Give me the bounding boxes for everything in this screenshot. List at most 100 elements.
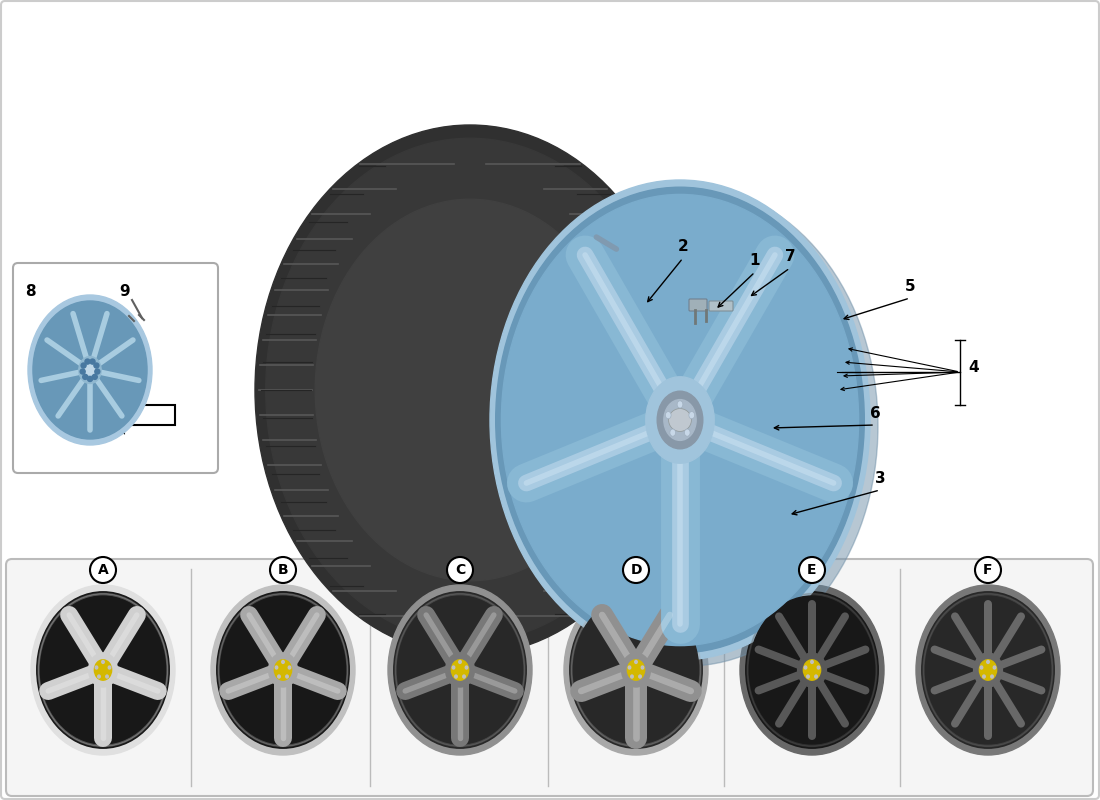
FancyBboxPatch shape [6,559,1093,796]
Ellipse shape [465,666,468,669]
Ellipse shape [922,592,1054,748]
Ellipse shape [496,187,865,653]
Ellipse shape [664,399,696,440]
Text: Ferrari: Ferrari [363,334,757,526]
Text: B: B [277,563,288,577]
Text: 6: 6 [870,406,880,421]
Ellipse shape [33,301,147,439]
Ellipse shape [987,661,989,663]
Ellipse shape [817,666,820,669]
Ellipse shape [274,660,292,680]
Circle shape [799,557,825,583]
Ellipse shape [220,596,345,744]
Ellipse shape [28,295,152,445]
Text: 9: 9 [120,285,130,299]
Ellipse shape [573,596,698,744]
Circle shape [975,557,1001,583]
Ellipse shape [630,675,634,678]
Ellipse shape [96,666,98,669]
Ellipse shape [635,661,637,663]
Text: 5: 5 [904,279,915,294]
Ellipse shape [39,594,168,746]
Text: 3: 3 [874,471,886,486]
Ellipse shape [925,596,1050,744]
Ellipse shape [31,585,175,755]
Ellipse shape [217,592,349,748]
Ellipse shape [277,675,280,678]
Text: F: F [983,563,992,577]
FancyBboxPatch shape [689,299,707,311]
Ellipse shape [98,675,100,678]
Ellipse shape [670,429,675,436]
Ellipse shape [454,675,458,678]
Ellipse shape [282,661,284,663]
Ellipse shape [641,666,644,669]
Ellipse shape [275,666,278,669]
Ellipse shape [678,401,683,408]
Ellipse shape [268,653,297,687]
Ellipse shape [288,666,290,669]
Ellipse shape [979,660,997,680]
Circle shape [447,557,473,583]
Ellipse shape [974,653,1002,687]
Text: 7: 7 [784,249,795,264]
Ellipse shape [211,585,355,755]
Circle shape [92,374,97,379]
Ellipse shape [564,585,708,755]
Ellipse shape [621,653,650,687]
Text: 8: 8 [24,285,35,299]
Ellipse shape [657,391,703,449]
Ellipse shape [255,125,685,655]
Ellipse shape [923,594,1053,746]
Text: D: D [630,563,641,577]
Ellipse shape [89,653,118,687]
Circle shape [80,369,85,374]
Text: 4: 4 [968,361,979,375]
Ellipse shape [36,592,169,748]
Ellipse shape [740,585,884,755]
Ellipse shape [646,377,714,463]
Ellipse shape [628,666,630,669]
Ellipse shape [459,661,461,663]
Ellipse shape [627,660,645,680]
Text: 2: 2 [678,239,689,254]
Ellipse shape [993,666,996,669]
Ellipse shape [397,596,522,744]
Ellipse shape [570,592,702,748]
Ellipse shape [388,585,532,755]
Ellipse shape [684,429,690,436]
Circle shape [669,409,692,431]
Ellipse shape [218,594,348,746]
Ellipse shape [806,675,810,678]
Text: A: A [98,563,109,577]
Polygon shape [82,397,175,433]
Ellipse shape [982,675,986,678]
Ellipse shape [490,180,870,660]
Ellipse shape [286,675,288,678]
Ellipse shape [502,194,859,646]
Ellipse shape [106,675,108,678]
Circle shape [270,557,296,583]
Ellipse shape [395,594,525,746]
FancyBboxPatch shape [13,263,218,473]
Ellipse shape [803,660,821,680]
Text: C: C [455,563,465,577]
Ellipse shape [980,666,982,669]
Ellipse shape [991,675,993,678]
Ellipse shape [463,675,465,678]
Ellipse shape [815,675,817,678]
Ellipse shape [639,675,641,678]
Ellipse shape [394,592,526,748]
Ellipse shape [811,661,813,663]
Ellipse shape [749,596,874,744]
Ellipse shape [316,199,625,581]
Circle shape [623,557,649,583]
Ellipse shape [446,653,474,687]
Circle shape [88,377,92,382]
Ellipse shape [916,585,1060,755]
Ellipse shape [746,592,878,748]
Ellipse shape [95,660,111,680]
Ellipse shape [804,666,806,669]
Ellipse shape [108,666,111,669]
Text: a passion for parts since1985: a passion for parts since1985 [372,373,748,587]
